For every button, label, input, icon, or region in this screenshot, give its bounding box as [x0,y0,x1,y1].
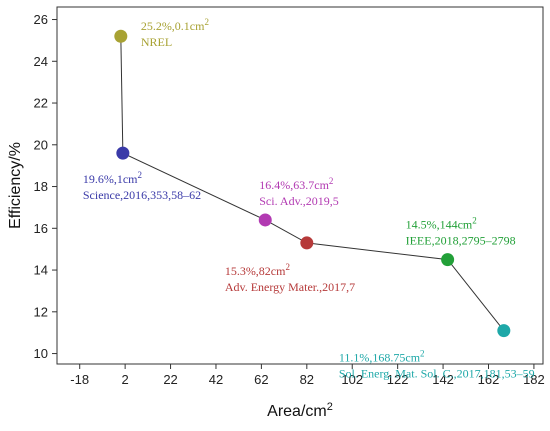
data-point-6 [497,324,511,338]
y-tick-label: 10 [34,346,48,361]
x-tick-label: 122 [387,372,409,387]
point-label-value: 16.4%,63.7cm2 [259,176,333,192]
efficiency-trend-line [120,36,505,331]
point-label-value: 15.3%,82cm2 [225,262,290,278]
data-point-4 [300,236,314,250]
x-axis-title: Area/cm2 [267,401,333,420]
point-label-source: IEEE,2018,2795–2798 [406,234,516,248]
point-label-source: NREL [141,35,172,49]
x-tick-label: 102 [341,372,363,387]
x-tick-label: -18 [70,372,89,387]
tick-layer: -18 2 22 42 62 82 102 122 142 162 1821012141618202… [34,12,545,387]
x-tick-label: 142 [432,372,454,387]
data-point-2 [116,146,130,160]
data-points [114,29,511,338]
data-point-1 [114,29,128,43]
y-tick-label: 16 [34,221,48,236]
data-point-3 [258,213,272,227]
x-tick-label: 22 [163,372,177,387]
point-label-source: Science,2016,353,58–62 [83,188,201,202]
y-tick-label: 22 [34,96,48,111]
y-tick-label: 20 [34,137,48,152]
point-label-source: Adv. Energy Mater.,2017,7 [225,280,355,294]
point-label-value: 25.2%,0.1cm2 [141,17,209,33]
x-tick-label: 182 [523,372,545,387]
x-tick-label: 62 [254,372,268,387]
point-label-value: 11.1%,168.75cm2 [339,349,425,365]
point-label-value: 14.5%,144cm2 [406,216,477,232]
x-tick-label: 82 [300,372,314,387]
point-label-source: Sci. Adv.,2019,5 [259,194,339,208]
y-axis-title: Efficiency/% [7,142,24,229]
x-tick-label: 162 [478,372,500,387]
y-tick-label: 24 [34,54,48,69]
y-tick-label: 26 [34,12,48,27]
x-tick-label: 42 [209,372,223,387]
x-tick-label: 2 [122,372,129,387]
plot-frame [56,6,544,365]
y-tick-label: 14 [34,263,48,278]
y-tick-label: 12 [34,304,48,319]
point-label-value: 19.6%,1cm2 [83,170,142,186]
y-tick-label: 18 [34,179,48,194]
point-annotations: 25.2%,0.1cm2 NREL 19.6%,1cm2 Science,2016,3… [83,17,535,380]
data-point-5 [441,253,455,267]
point-label-source: Sol. Energ. Mat. Sol. C.,2017,181,53–59 [339,367,535,381]
